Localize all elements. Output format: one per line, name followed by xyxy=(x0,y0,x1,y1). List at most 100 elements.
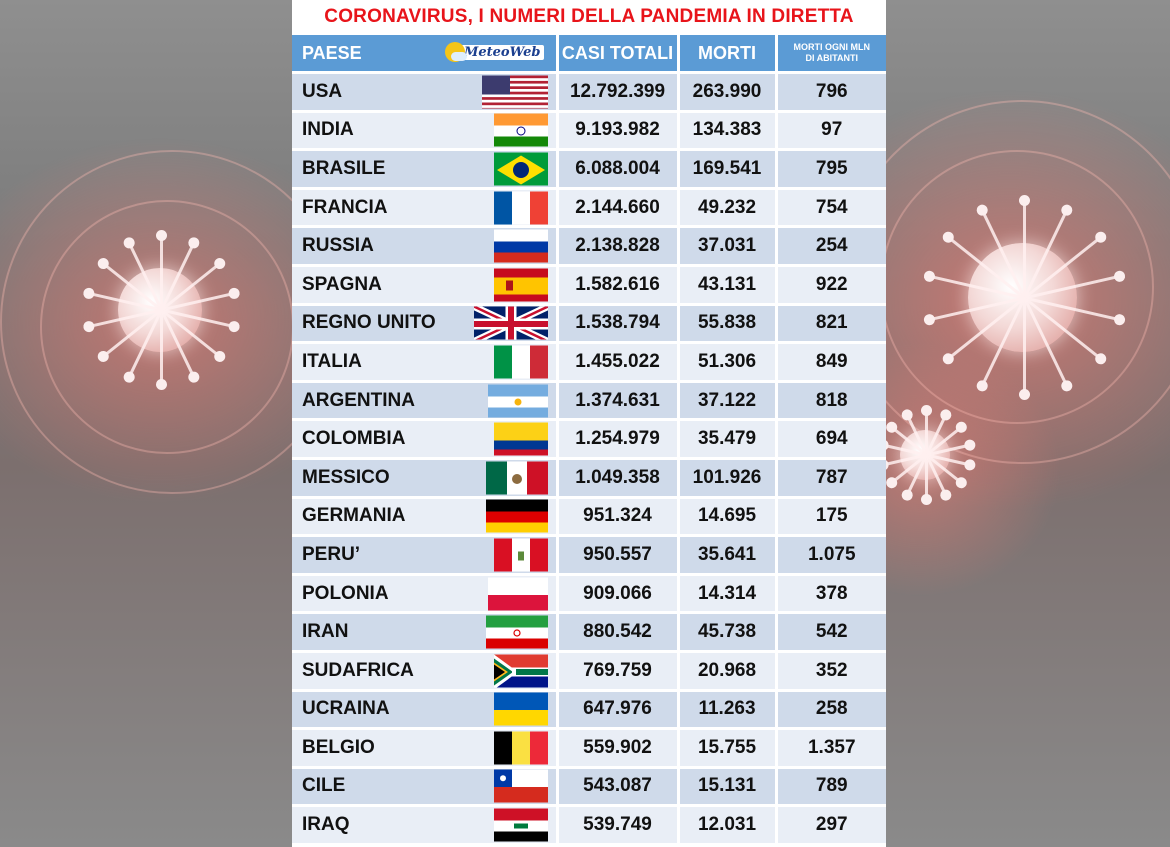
country-name: ITALIA xyxy=(302,350,362,372)
cases-cell: 543.087 xyxy=(557,767,680,808)
cases-cell: 2.138.828 xyxy=(557,226,680,267)
table-header-row: PAESE MeteoWeb CASI TOTALI MORTI MORTI O… xyxy=(292,35,886,74)
per-million-cell: 694 xyxy=(776,419,886,460)
country-cell: FRANCIA xyxy=(292,188,559,229)
deaths-cell: 12.031 xyxy=(678,805,778,846)
per-million-cell: 1.075 xyxy=(776,535,886,576)
cases-cell: 769.759 xyxy=(557,651,680,692)
per-million-cell: 849 xyxy=(776,342,886,383)
virus-icon xyxy=(925,200,1120,400)
iraq-flag-icon xyxy=(493,808,548,842)
country-cell: RUSSIA xyxy=(292,226,559,267)
spain-flag-icon xyxy=(493,268,548,302)
country-cell: BELGIO xyxy=(292,728,559,769)
per-million-cell: 297 xyxy=(776,805,886,846)
deaths-cell: 55.838 xyxy=(678,304,778,345)
table-row: SPAGNA 1.582.616 43.131 922 xyxy=(292,265,886,306)
country-cell: MESSICO xyxy=(292,458,559,499)
table-row: IRAQ 539.749 12.031 297 xyxy=(292,805,886,846)
meteoweb-logo: MeteoWeb xyxy=(444,39,544,65)
country-name: IRAN xyxy=(302,621,349,643)
chile-flag-icon xyxy=(493,769,548,803)
deaths-cell: 14.314 xyxy=(678,574,778,615)
country-name: CILE xyxy=(302,775,346,797)
stats-panel: CORONAVIRUS, I NUMERI DELLA PANDEMIA IN … xyxy=(292,0,886,847)
table-row: CILE 543.087 15.131 789 xyxy=(292,767,886,808)
cases-cell: 880.542 xyxy=(557,612,680,653)
sun-icon xyxy=(444,42,467,62)
cases-cell: 1.538.794 xyxy=(557,304,680,345)
cases-cell: 1.455.022 xyxy=(557,342,680,383)
country-name: MESSICO xyxy=(302,466,390,488)
per-million-cell: 1.357 xyxy=(776,728,886,769)
per-million-cell: 378 xyxy=(776,574,886,615)
logo-text: MeteoWeb xyxy=(460,44,544,60)
country-cell: COLOMBIA xyxy=(292,419,559,460)
france-flag-icon xyxy=(493,191,548,225)
deaths-cell: 134.383 xyxy=(678,111,778,152)
country-name: SUDAFRICA xyxy=(302,659,414,681)
cases-cell: 1.582.616 xyxy=(557,265,680,306)
cases-cell: 950.557 xyxy=(557,535,680,576)
table-row: BRASILE 6.088.004 169.541 795 xyxy=(292,149,886,190)
country-name: USA xyxy=(302,80,343,102)
deaths-cell: 11.263 xyxy=(678,690,778,731)
country-name: RUSSIA xyxy=(302,235,374,257)
uk-flag-icon xyxy=(473,306,548,340)
country-name: INDIA xyxy=(302,119,354,141)
table-row: GERMANIA 951.324 14.695 175 xyxy=(292,497,886,538)
country-cell: SUDAFRICA xyxy=(292,651,559,692)
per-million-cell: 542 xyxy=(776,612,886,653)
table-row: RUSSIA 2.138.828 37.031 254 xyxy=(292,226,886,267)
table-row: FRANCIA 2.144.660 49.232 754 xyxy=(292,188,886,229)
country-cell: BRASILE xyxy=(292,149,559,190)
deaths-cell: 263.990 xyxy=(678,72,778,113)
table-row: INDIA 9.193.982 134.383 97 xyxy=(292,111,886,152)
covid-table: PAESE MeteoWeb CASI TOTALI MORTI MORTI O… xyxy=(292,35,886,846)
table-row: USA 12.792.399 263.990 796 xyxy=(292,72,886,113)
header-country-label: PAESE xyxy=(302,42,362,63)
country-name: COLOMBIA xyxy=(302,428,406,450)
deaths-cell: 37.122 xyxy=(678,381,778,422)
deaths-cell: 35.479 xyxy=(678,419,778,460)
india-flag-icon xyxy=(493,113,548,147)
argentina-flag-icon xyxy=(487,384,548,418)
header-per-million-line2: DI ABITANTI xyxy=(805,53,859,63)
italy-flag-icon xyxy=(493,345,548,379)
country-cell: POLONIA xyxy=(292,574,559,615)
country-cell: IRAN xyxy=(292,612,559,653)
header-per-million: MORTI OGNI MLN DI ABITANTI xyxy=(776,35,886,74)
country-name: BELGIO xyxy=(302,736,375,758)
country-name: REGNO UNITO xyxy=(302,312,436,334)
country-name: UCRAINA xyxy=(302,698,390,720)
deaths-cell: 14.695 xyxy=(678,497,778,538)
table-row: PERU’ 950.557 35.641 1.075 xyxy=(292,535,886,576)
cases-cell: 1.374.631 xyxy=(557,381,680,422)
deaths-cell: 15.131 xyxy=(678,767,778,808)
colombia-flag-icon xyxy=(493,422,548,456)
cases-cell: 12.792.399 xyxy=(557,72,680,113)
mexico-flag-icon xyxy=(485,461,548,495)
cases-cell: 6.088.004 xyxy=(557,149,680,190)
deaths-cell: 37.031 xyxy=(678,226,778,267)
header-deaths: MORTI xyxy=(678,35,778,74)
germany-flag-icon xyxy=(485,499,548,533)
country-cell: PERU’ xyxy=(292,535,559,576)
country-name: GERMANIA xyxy=(302,505,406,527)
per-million-cell: 922 xyxy=(776,265,886,306)
per-million-cell: 787 xyxy=(776,458,886,499)
country-name: POLONIA xyxy=(302,582,389,604)
table-row: SUDAFRICA 769.759 20.968 352 xyxy=(292,651,886,692)
deaths-cell: 169.541 xyxy=(678,149,778,190)
header-cases: CASI TOTALI xyxy=(557,35,680,74)
country-name: IRAQ xyxy=(302,814,350,836)
table-row: MESSICO 1.049.358 101.926 787 xyxy=(292,458,886,499)
russia-flag-icon xyxy=(493,229,548,263)
deaths-cell: 101.926 xyxy=(678,458,778,499)
country-name: PERU’ xyxy=(302,543,361,565)
deaths-cell: 15.755 xyxy=(678,728,778,769)
cases-cell: 647.976 xyxy=(557,690,680,731)
country-cell: SPAGNA xyxy=(292,265,559,306)
table-body: USA 12.792.399 263.990 796 INDIA 9.193.982 134… xyxy=(292,72,886,846)
country-cell: USA xyxy=(292,72,559,113)
